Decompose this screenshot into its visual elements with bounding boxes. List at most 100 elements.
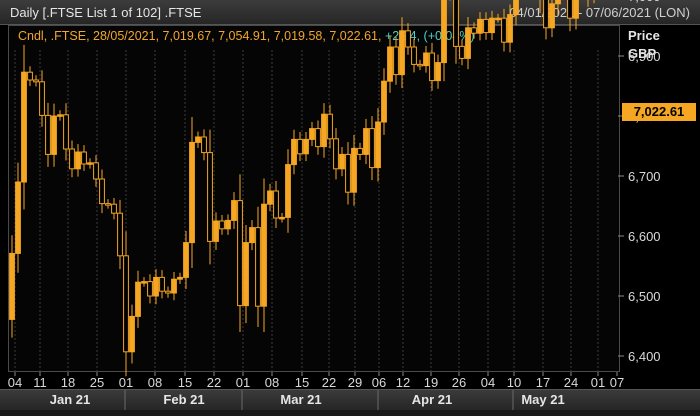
candle-body	[291, 138, 297, 166]
candle-body	[93, 162, 99, 180]
candle-body	[129, 315, 135, 353]
candle-body	[147, 281, 153, 297]
candle-body	[459, 45, 465, 59]
x-tick-label: 04	[481, 375, 495, 390]
x-tick-label: 15	[295, 375, 309, 390]
candle-body	[81, 151, 87, 165]
candle-body	[495, 17, 501, 21]
x-tick-label: 22	[207, 375, 221, 390]
candle-body	[255, 227, 261, 307]
month-axis-bar	[0, 389, 700, 411]
candle-body	[183, 242, 189, 278]
candle-body	[195, 136, 201, 143]
candle-body	[423, 52, 429, 67]
candle-body	[39, 81, 45, 116]
candle-body	[435, 62, 441, 82]
candle-body	[21, 71, 27, 183]
candle-body	[225, 219, 231, 230]
candle-body	[153, 276, 159, 297]
y-axis-title-price: Price	[628, 28, 660, 43]
x-tick-label: 24	[564, 375, 578, 390]
x-tick-label: 07	[610, 375, 624, 390]
candle-body	[549, 3, 555, 29]
candle-body	[321, 113, 327, 148]
x-tick-label: 08	[265, 375, 279, 390]
x-tick-label: 01	[591, 375, 605, 390]
candle-body	[513, 0, 519, 16]
y-tick-label: 6,900	[628, 49, 661, 64]
candle-body	[63, 114, 69, 150]
candle-body	[189, 141, 195, 244]
candle-body	[15, 181, 21, 254]
candle-body	[477, 18, 483, 34]
candle-body	[285, 164, 291, 218]
candle-body	[375, 121, 381, 169]
x-tick-label: 29	[348, 375, 362, 390]
candle-body	[465, 27, 471, 59]
plot-area[interactable]	[8, 25, 620, 372]
candle-body	[555, 0, 561, 5]
candle-body	[69, 148, 75, 170]
candle-body	[363, 128, 369, 155]
x-tick-label: 22	[322, 375, 336, 390]
candle-body	[279, 216, 285, 220]
candle-body	[405, 30, 411, 48]
candle-body	[9, 252, 15, 320]
x-tick-label: 11	[33, 375, 47, 390]
candle-body	[231, 200, 237, 221]
x-tick-label: 18	[61, 375, 75, 390]
series-values: Cndl, .FTSE, 28/05/2021, 7,019.67, 7,054…	[18, 29, 382, 43]
x-tick-label: 12	[396, 375, 410, 390]
candle-body	[123, 255, 129, 353]
candle-body	[165, 290, 171, 294]
candle-body	[411, 46, 417, 65]
x-tick-label: 01	[236, 375, 250, 390]
candle-body	[105, 203, 111, 206]
candle-body	[573, 0, 579, 19]
candle-body	[213, 220, 219, 242]
candle-body	[393, 46, 399, 76]
candle-body	[417, 63, 423, 67]
y-axis-title: Price GBP	[628, 27, 660, 63]
candle-body	[273, 190, 279, 219]
x-tick-label: 10	[507, 375, 521, 390]
month-label: Feb 21	[163, 392, 204, 407]
candle-body	[381, 80, 387, 123]
candle-body	[387, 46, 393, 82]
candle-body	[369, 128, 375, 169]
candle-body	[111, 203, 117, 214]
candle-body	[339, 153, 345, 170]
candle-body	[315, 128, 321, 148]
candle-body	[207, 152, 213, 242]
y-tick-label: 7,000	[628, 0, 661, 4]
y-tick-label: 6,600	[628, 229, 661, 244]
candle-body	[345, 153, 351, 193]
x-tick-label: 25	[90, 375, 104, 390]
candle-body	[351, 147, 357, 193]
y-tick-label: 6,700	[628, 169, 661, 184]
chart-title: Daily [.FTSE List 1 of 102] .FTSE	[10, 5, 202, 20]
candle-body	[45, 114, 51, 155]
bottom-edge	[0, 410, 700, 416]
x-tick-label: 26	[452, 375, 466, 390]
y-axis-title-currency: GBP	[628, 46, 657, 61]
candle-body	[57, 114, 63, 117]
candle-body	[201, 136, 207, 154]
candle-body	[171, 278, 177, 294]
candle-body	[507, 14, 513, 43]
y-tick-label: 6,500	[628, 289, 661, 304]
candle-body	[141, 281, 147, 284]
y-tick-label: 6,400	[628, 349, 661, 364]
candle-body	[159, 276, 165, 292]
candle-body	[33, 79, 39, 83]
candle-body	[135, 281, 141, 317]
candle-body	[177, 276, 183, 280]
candle-body	[303, 138, 309, 155]
candle-body	[357, 147, 363, 155]
candle-body	[87, 162, 93, 165]
candle-body	[51, 115, 57, 155]
x-tick-label: 04	[8, 375, 22, 390]
x-tick-label: 01	[119, 375, 133, 390]
